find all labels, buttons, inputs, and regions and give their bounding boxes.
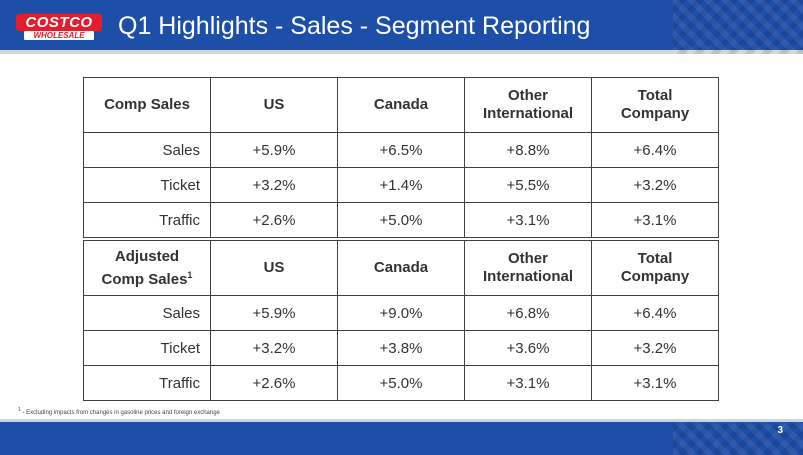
costco-logo: COSTCO WHOLESALE — [16, 14, 102, 40]
header-adjusted-line1: Adjusted — [114, 247, 180, 265]
cell-other: +3.6% — [464, 330, 592, 366]
logo-wordmark: COSTCO — [16, 14, 102, 31]
header-comp-sales: Comp Sales — [83, 77, 211, 133]
slide-footer: 3 — [0, 419, 803, 455]
header-adjusted-line2: Comp Sales — [101, 270, 188, 288]
row-label: Ticket — [83, 167, 211, 203]
header-total-line1: Total — [637, 87, 673, 104]
header-other-line1: Other — [507, 87, 548, 104]
page-number: 3 — [777, 425, 783, 436]
table-row: Ticket +3.2% +3.8% +3.6% +3.2% — [83, 330, 719, 366]
cell-canada: +5.0% — [337, 202, 465, 238]
slide-title: Q1 Highlights - Sales - Segment Reportin… — [118, 12, 591, 40]
cell-total: +6.4% — [591, 132, 719, 168]
table-row: Ticket +3.2% +1.4% +5.5% +3.2% — [83, 167, 719, 203]
logo-subtext: WHOLESALE — [24, 31, 94, 40]
checker-pattern — [673, 0, 803, 54]
cell-other: +5.5% — [464, 167, 592, 203]
adjusted-comp-sales-table: Adjusted Comp Sales1 US Canada Other Inter… — [83, 240, 719, 401]
cell-other: +8.8% — [464, 132, 592, 168]
table-row: Traffic +2.6% +5.0% +3.1% +3.1% — [83, 202, 719, 238]
row-label: Traffic — [83, 365, 211, 401]
header-total-line2: Company — [620, 105, 690, 122]
cell-us: +2.6% — [210, 365, 338, 401]
footnote: 1 - Excluding impacts from changes in ga… — [18, 407, 220, 416]
header-canada: Canada — [337, 240, 465, 296]
header-total-company: Total Company — [591, 77, 719, 133]
cell-canada: +9.0% — [337, 295, 465, 331]
header-total-line1: Total — [637, 250, 673, 267]
header-us: US — [210, 77, 338, 133]
table-header-row: Comp Sales US Canada Other International … — [83, 77, 719, 133]
cell-total: +3.1% — [591, 202, 719, 238]
slide-header: COSTCO WHOLESALE Q1 Highlights - Sales -… — [0, 0, 803, 54]
header-other-line2: International — [482, 105, 573, 122]
cell-other: +3.1% — [464, 365, 592, 401]
cell-us: +3.2% — [210, 167, 338, 203]
cell-total: +3.1% — [591, 365, 719, 401]
footnote-text: - Excluding impacts from changes in gaso… — [20, 410, 220, 416]
row-label: Sales — [83, 132, 211, 168]
header-us: US — [210, 240, 338, 296]
footnote-marker: 1 — [18, 407, 21, 413]
table-row: Sales +5.9% +6.5% +8.8% +6.4% — [83, 132, 719, 168]
checker-pattern — [673, 422, 803, 455]
header-canada: Canada — [337, 77, 465, 133]
cell-us: +2.6% — [210, 202, 338, 238]
table-row: Traffic +2.6% +5.0% +3.1% +3.1% — [83, 365, 719, 401]
cell-us: +3.2% — [210, 330, 338, 366]
cell-canada: +6.5% — [337, 132, 465, 168]
header-adjusted-comp-sales: Adjusted Comp Sales1 — [83, 240, 211, 296]
header-footnote-marker: 1 — [187, 269, 193, 280]
row-label: Ticket — [83, 330, 211, 366]
table-row: Sales +5.9% +9.0% +6.8% +6.4% — [83, 295, 719, 331]
header-other-line2: International — [482, 268, 573, 285]
cell-canada: +3.8% — [337, 330, 465, 366]
cell-other: +3.1% — [464, 202, 592, 238]
cell-canada: +1.4% — [337, 167, 465, 203]
comp-sales-table: Comp Sales US Canada Other International … — [83, 77, 719, 238]
cell-other: +6.8% — [464, 295, 592, 331]
row-label: Sales — [83, 295, 211, 331]
header-other-international: Other International — [464, 77, 592, 133]
cell-us: +5.9% — [210, 295, 338, 331]
cell-total: +3.2% — [591, 330, 719, 366]
cell-total: +3.2% — [591, 167, 719, 203]
header-total-line2: Company — [620, 268, 690, 285]
row-label: Traffic — [83, 202, 211, 238]
table-header-row: Adjusted Comp Sales1 US Canada Other Inter… — [83, 240, 719, 296]
header-other-line1: Other — [507, 250, 548, 267]
cell-us: +5.9% — [210, 132, 338, 168]
header-other-international: Other International — [464, 240, 592, 296]
header-total-company: Total Company — [591, 240, 719, 296]
cell-canada: +5.0% — [337, 365, 465, 401]
cell-total: +6.4% — [591, 295, 719, 331]
